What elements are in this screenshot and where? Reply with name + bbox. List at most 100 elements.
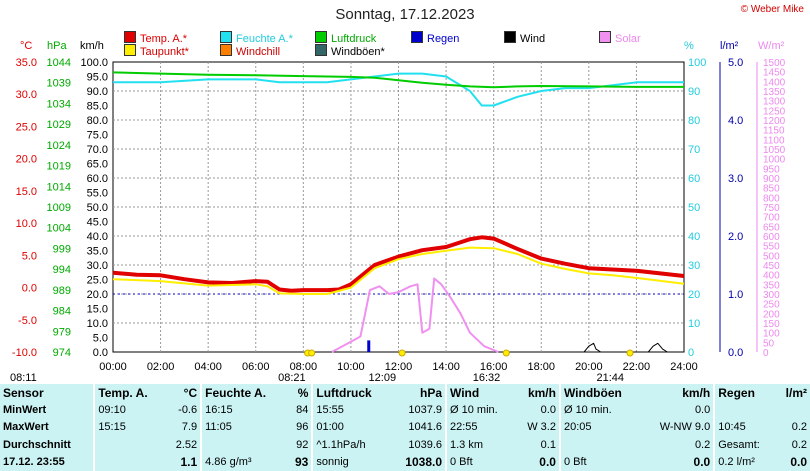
wind-unit: km/h bbox=[80, 40, 104, 52]
x-tick-label: 06:00 bbox=[242, 361, 270, 373]
series-line bbox=[113, 72, 684, 107]
wind-tick-label: 85.0 bbox=[87, 101, 108, 113]
credit-link[interactable]: © Weber Mike bbox=[740, 4, 804, 15]
press-tick-label: 1039 bbox=[47, 78, 71, 90]
solar-tick-label: 1350 bbox=[763, 87, 786, 98]
hum-tick-label: 40 bbox=[688, 231, 700, 243]
temp-tick-label: 10.0 bbox=[16, 218, 37, 230]
hum-tick-label: 20 bbox=[688, 289, 700, 301]
wind-tick-label: 40.0 bbox=[87, 231, 108, 243]
table-cell: 0.1 bbox=[540, 438, 556, 451]
hum-tick-label: 60 bbox=[688, 173, 700, 185]
legend-swatch bbox=[124, 44, 136, 56]
table-cell: 0.0 bbox=[790, 455, 807, 470]
temp-tick-label: -10.0 bbox=[12, 347, 37, 359]
hum-tick-label: 0 bbox=[688, 347, 694, 359]
solar-tick-label: 650 bbox=[763, 222, 780, 233]
table-cell: 0.2 bbox=[791, 438, 807, 451]
temp-tick-label: 25.0 bbox=[16, 121, 37, 133]
x-tick-label: 20:00 bbox=[575, 361, 603, 373]
press-tick-label: 1034 bbox=[47, 98, 71, 110]
press-tick-label: 999 bbox=[53, 243, 71, 255]
sun-marker-label: 16:32 bbox=[473, 372, 501, 384]
x-tick-label: 12:00 bbox=[385, 361, 413, 373]
wind-tick-label: 65.0 bbox=[87, 159, 108, 171]
press-tick-label: 1024 bbox=[47, 140, 71, 152]
solar-tick-label: 250 bbox=[763, 300, 780, 311]
table-cell: 84 bbox=[296, 404, 309, 417]
series-line bbox=[112, 235, 685, 293]
sun-marker bbox=[502, 349, 510, 357]
table-cell: 22:55 bbox=[445, 418, 515, 437]
table-cell: 0.0 bbox=[540, 404, 556, 417]
press-tick-label: 974 bbox=[53, 347, 71, 359]
table-header-cell: Luftdruck bbox=[311, 384, 391, 402]
table-cell bbox=[200, 436, 287, 454]
table-header-cell: Feuchte A. bbox=[200, 384, 287, 402]
press-tick-label: 1014 bbox=[47, 181, 71, 193]
table-row: Durchschnitt 2.52 92 ^1.1hPa/h 1039.6 1.3 km 0… bbox=[0, 436, 810, 454]
legend-label: Temp. A.* bbox=[140, 33, 188, 45]
legend-swatch bbox=[504, 31, 516, 43]
table-cell: 96 bbox=[296, 421, 309, 434]
table-header-cell: Wind bbox=[445, 384, 515, 402]
solar-tick-label: 0 bbox=[763, 348, 769, 359]
legend-swatch bbox=[411, 31, 423, 43]
wind-tick-label: 70.0 bbox=[87, 144, 108, 156]
solar-tick-label: 300 bbox=[763, 290, 780, 301]
table-cell bbox=[713, 401, 776, 419]
table-cell: 0.0 bbox=[539, 455, 556, 470]
table-cell: 1.1 bbox=[180, 455, 198, 470]
table-cell: W 3.2 bbox=[527, 421, 556, 434]
legend-swatch bbox=[124, 31, 136, 43]
temp-tick-label: 0.0 bbox=[22, 283, 37, 295]
legend-label: Feuchte A.* bbox=[236, 33, 293, 45]
table-cell: MinWert bbox=[3, 404, 47, 417]
table-cell: 15:15 bbox=[93, 418, 166, 437]
wind-tick-label: 50.0 bbox=[87, 202, 108, 214]
rain-tick-label: 3.0 bbox=[728, 173, 743, 185]
table-cell: 01:00 bbox=[311, 418, 391, 437]
table-header-cell: hPa bbox=[419, 385, 442, 400]
legend-label: Windchill bbox=[236, 46, 281, 58]
rain-tick-label: 5.0 bbox=[728, 57, 743, 69]
wind-tick-label: 75.0 bbox=[87, 130, 108, 142]
legend-swatch bbox=[599, 31, 611, 43]
table-cell bbox=[93, 436, 166, 454]
press-tick-label: 1029 bbox=[47, 119, 71, 131]
legend-item: Temp. A.* bbox=[124, 31, 187, 45]
legend-item: Feuchte A.* bbox=[220, 31, 293, 45]
solar-tick-label: 1450 bbox=[763, 68, 786, 79]
table-cell: 0 Bft bbox=[558, 453, 642, 471]
press-tick-label: 1009 bbox=[47, 202, 71, 214]
x-tick-label: 10:00 bbox=[337, 361, 365, 373]
table-cell: 16:15 bbox=[200, 401, 287, 419]
table-header-cell: Windböen bbox=[558, 384, 642, 402]
x-tick-label: 00:00 bbox=[99, 361, 127, 373]
wind-tick-label: 80.0 bbox=[87, 115, 108, 127]
legend-item: Taupunkt* bbox=[124, 44, 189, 58]
solar-tick-label: 1250 bbox=[763, 106, 786, 117]
table-cell: 09:10 bbox=[93, 401, 166, 419]
stats-table: Sensor Temp. A. °C Feuchte A.% Luftdruck hPa W… bbox=[0, 384, 810, 471]
table-cell: 0.2 l/m² bbox=[713, 453, 776, 471]
solar-tick-label: 100 bbox=[763, 329, 780, 340]
hum-tick-label: 100 bbox=[688, 57, 706, 69]
table-cell: 0.0 bbox=[693, 455, 711, 470]
wind-tick-label: 20.0 bbox=[87, 289, 108, 301]
table-header-cell: Temp. A. bbox=[93, 384, 166, 402]
wind-tick-label: 95.0 bbox=[87, 72, 108, 84]
hum-tick-label: 80 bbox=[688, 115, 700, 127]
temp-unit: °C bbox=[20, 40, 33, 52]
solar-tick-label: 950 bbox=[763, 164, 780, 175]
x-tick-label: 14:00 bbox=[432, 361, 460, 373]
sun-marker bbox=[398, 349, 406, 357]
hum-tick-label: 50 bbox=[688, 202, 700, 214]
table-cell: -0.6 bbox=[178, 404, 198, 417]
solar-tick-label: 550 bbox=[763, 242, 780, 253]
legend-item: Solar bbox=[599, 31, 641, 45]
legend-label: Windböen* bbox=[331, 46, 385, 58]
sun-marker bbox=[308, 349, 316, 357]
table-cell: 0 Bft bbox=[445, 453, 515, 471]
press-tick-label: 989 bbox=[53, 285, 71, 297]
